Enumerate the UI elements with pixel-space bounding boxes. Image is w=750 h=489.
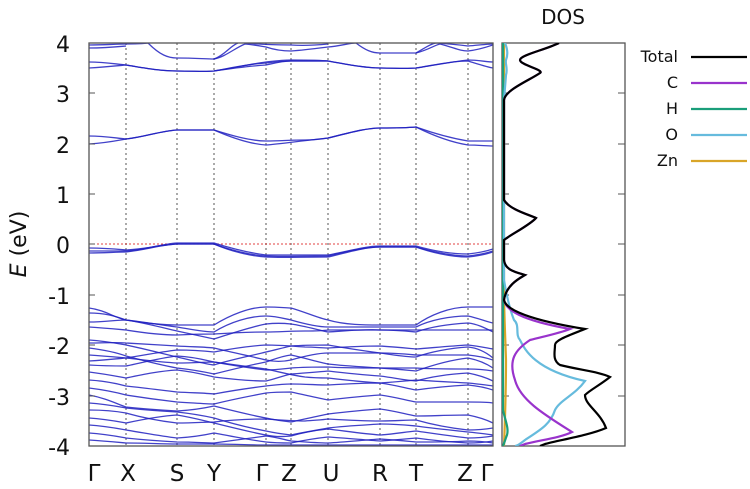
y-axis-label: E (eV) [7, 211, 32, 278]
band-lines [89, 43, 493, 446]
svg-text:Z: Z [281, 461, 297, 487]
svg-text:-1: -1 [48, 285, 70, 310]
legend-item-h: H [666, 99, 747, 118]
dos-legend: Total C H O Zn [640, 47, 747, 170]
dos-curve-h [502, 43, 509, 446]
svg-text:-3: -3 [48, 386, 70, 411]
y-axis-ticks [89, 92, 95, 397]
svg-text:Γ: Γ [481, 461, 494, 487]
legend-item-zn: Zn [657, 151, 747, 170]
svg-text:2: 2 [56, 134, 70, 159]
svg-text:T: T [408, 461, 424, 487]
svg-text:-4: -4 [48, 436, 70, 461]
svg-text:U: U [323, 461, 340, 487]
svg-text:4: 4 [56, 33, 70, 58]
k-point-labels: Γ X S Y Γ Z U R T Z Γ [88, 461, 494, 487]
legend-item-o: O [665, 125, 747, 144]
band-panel [88, 42, 494, 447]
svg-text:X: X [120, 461, 136, 487]
svg-text:C: C [667, 73, 678, 92]
svg-text:R: R [372, 461, 388, 487]
svg-text:Γ: Γ [256, 461, 269, 487]
dos-panel: DOS [501, 5, 626, 447]
dos-curve-total [502, 43, 613, 446]
svg-text:Zn: Zn [657, 151, 678, 170]
legend-item-c: C [667, 73, 747, 92]
dos-title: DOS [541, 5, 585, 29]
legend-item-total: Total [640, 47, 747, 66]
svg-text:1: 1 [56, 184, 70, 209]
y-tick-labels: 4 3 2 1 0 -1 -2 -3 -4 [48, 33, 70, 461]
svg-text:H: H [666, 99, 678, 118]
svg-text:-2: -2 [48, 335, 70, 360]
dos-ticks [502, 92, 625, 397]
dos-panel-frame [501, 42, 626, 447]
dos-curve-o [502, 43, 587, 446]
svg-text:0: 0 [56, 234, 70, 259]
svg-text:Total: Total [640, 47, 678, 66]
svg-text:Y: Y [206, 461, 222, 487]
svg-text:E (eV): E (eV) [7, 211, 32, 278]
dos-curve-c [502, 43, 575, 446]
svg-text:Z: Z [457, 461, 473, 487]
svg-text:S: S [170, 461, 185, 487]
svg-text:3: 3 [56, 83, 70, 108]
svg-text:O: O [665, 125, 678, 144]
svg-text:Γ: Γ [88, 461, 101, 487]
